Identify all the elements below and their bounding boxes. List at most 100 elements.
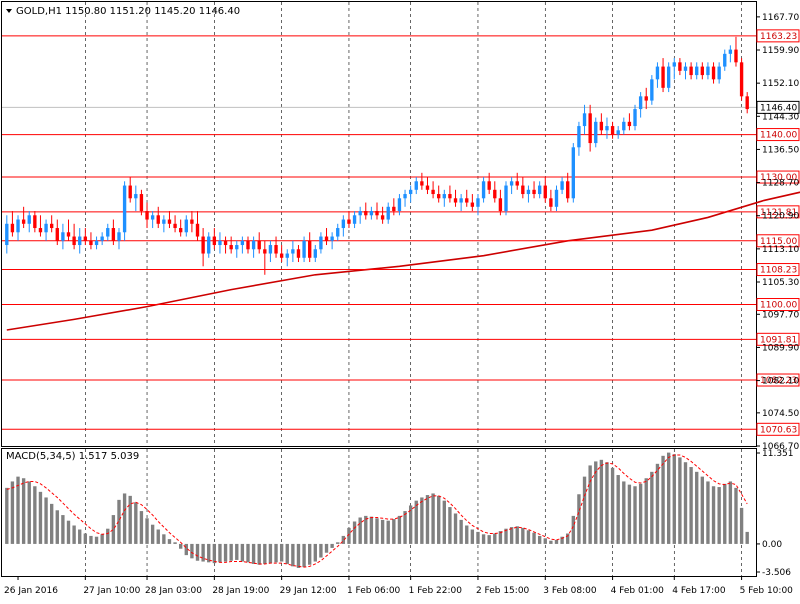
- macd-histogram-bar: [734, 487, 738, 544]
- macd-histogram-bar: [279, 543, 284, 562]
- candle-down: [201, 236, 205, 254]
- macd-histogram-bar: [336, 542, 340, 544]
- candle-up: [683, 66, 688, 71]
- level-label: 1091.81: [760, 335, 797, 345]
- candle-up: [408, 189, 413, 195]
- candle-down: [324, 236, 329, 241]
- macd-histogram-bar: [515, 526, 519, 544]
- macd-histogram-bar: [38, 491, 43, 544]
- candle-down: [111, 228, 116, 241]
- candle-down: [487, 181, 491, 190]
- candle-up: [291, 249, 295, 254]
- candle-up: [622, 121, 626, 131]
- macd-histogram-bar: [313, 543, 317, 562]
- x-tick-label: 5 Feb 10:00: [740, 586, 794, 596]
- macd-histogram-bar: [392, 519, 396, 544]
- y-tick-label: 1082.10: [762, 377, 799, 387]
- macd-y-tick-label: -3.506: [762, 568, 791, 578]
- candle-up: [78, 236, 82, 246]
- candle-down: [38, 228, 43, 233]
- level-label: 1163.23: [760, 32, 797, 42]
- candle-up: [717, 66, 721, 80]
- level-label-box: [756, 128, 800, 142]
- level-label: 1121.81: [760, 208, 797, 218]
- candle-up: [285, 253, 289, 258]
- macd-histogram-bar: [341, 535, 346, 544]
- candle-down: [453, 198, 458, 203]
- macd-histogram-bar: [717, 487, 721, 544]
- macd-histogram-bar: [650, 471, 654, 544]
- macd-histogram-bar: [414, 500, 418, 544]
- candle-down: [308, 240, 312, 258]
- macd-histogram-bar: [448, 507, 452, 544]
- macd-histogram-bar: [358, 517, 362, 544]
- macd-histogram-bar: [274, 543, 278, 563]
- x-tick-label: 28 Jan 03:00: [145, 586, 202, 596]
- candle-down: [745, 96, 749, 110]
- macd-histogram-bar: [246, 543, 250, 563]
- candle-up: [369, 211, 374, 216]
- candle-up: [184, 219, 188, 233]
- candle-up: [442, 194, 446, 199]
- current-price-box: [756, 100, 800, 114]
- macd-histogram-bar: [706, 481, 710, 544]
- macd-y-tick-label: 0.00: [762, 540, 782, 550]
- macd-histogram-bar: [89, 535, 93, 544]
- candle-up: [633, 109, 637, 127]
- candle-down: [392, 206, 396, 212]
- x-tick-label: 27 Jan 10:00: [83, 586, 140, 596]
- price-pane: [1, 1, 757, 447]
- candle-up: [336, 228, 340, 237]
- macd-histogram-bar: [577, 494, 581, 544]
- macd-histogram-bar: [683, 462, 688, 544]
- candle-down: [156, 215, 160, 224]
- candle-down: [223, 240, 228, 246]
- candle-down: [588, 113, 592, 144]
- candle-up: [341, 219, 346, 229]
- price-axis: 1167.70 1159.90 1152.10 1144.30 1136.50 1128.…: [756, 13, 799, 452]
- candle-up: [594, 121, 598, 144]
- candles: [5, 36, 749, 275]
- x-tick-label: 3 Feb 08:00: [543, 586, 597, 596]
- macd-pane: [1, 448, 757, 577]
- candle-down: [599, 121, 604, 131]
- candle-down: [375, 211, 379, 216]
- macd-histogram-bar: [167, 539, 172, 544]
- y-tick-label: 1097.70: [762, 310, 799, 320]
- level-label: 1115.00: [760, 237, 797, 247]
- macd-histogram-bar: [44, 497, 48, 544]
- candle-up: [302, 240, 306, 258]
- macd-histogram-bar: [678, 457, 682, 544]
- horizontal-levels[interactable]: 1163.23 1140.00 1130.00 1121.81 1115.00 1108.…: [2, 29, 800, 436]
- macd-histogram-bar: [369, 516, 374, 544]
- dropdown-triangle-icon[interactable]: [6, 9, 12, 13]
- candle-up: [251, 240, 256, 250]
- macd-histogram-bar: [672, 454, 676, 544]
- x-tick-label: 4 Feb 01:00: [611, 586, 665, 596]
- macd-histogram-bar: [622, 481, 626, 544]
- macd-histogram-bar: [218, 543, 222, 563]
- candle-down: [364, 211, 368, 216]
- macd-histogram-bar: [257, 543, 261, 565]
- candle-down: [55, 228, 59, 241]
- candle-up: [117, 232, 121, 241]
- candle-up: [706, 66, 710, 76]
- candle-down: [739, 62, 744, 97]
- macd-histogram-bar: [122, 493, 127, 544]
- macd-histogram-bar: [162, 534, 166, 544]
- macd-histogram-bar: [308, 543, 312, 565]
- candle-down: [212, 236, 217, 246]
- candle-down: [195, 223, 200, 237]
- y-tick-label: 1105.30: [762, 278, 799, 288]
- candle-up: [235, 245, 239, 250]
- macd-histogram-bar: [627, 484, 632, 544]
- macd-histogram-bar: [711, 486, 716, 544]
- candle-down: [470, 202, 475, 207]
- candle-up: [509, 181, 514, 186]
- macd-histogram-bar: [453, 513, 458, 544]
- macd-histogram-bar: [201, 543, 205, 562]
- y-tick-label: 1120.90: [762, 212, 799, 222]
- macd-histogram-bar: [302, 543, 306, 568]
